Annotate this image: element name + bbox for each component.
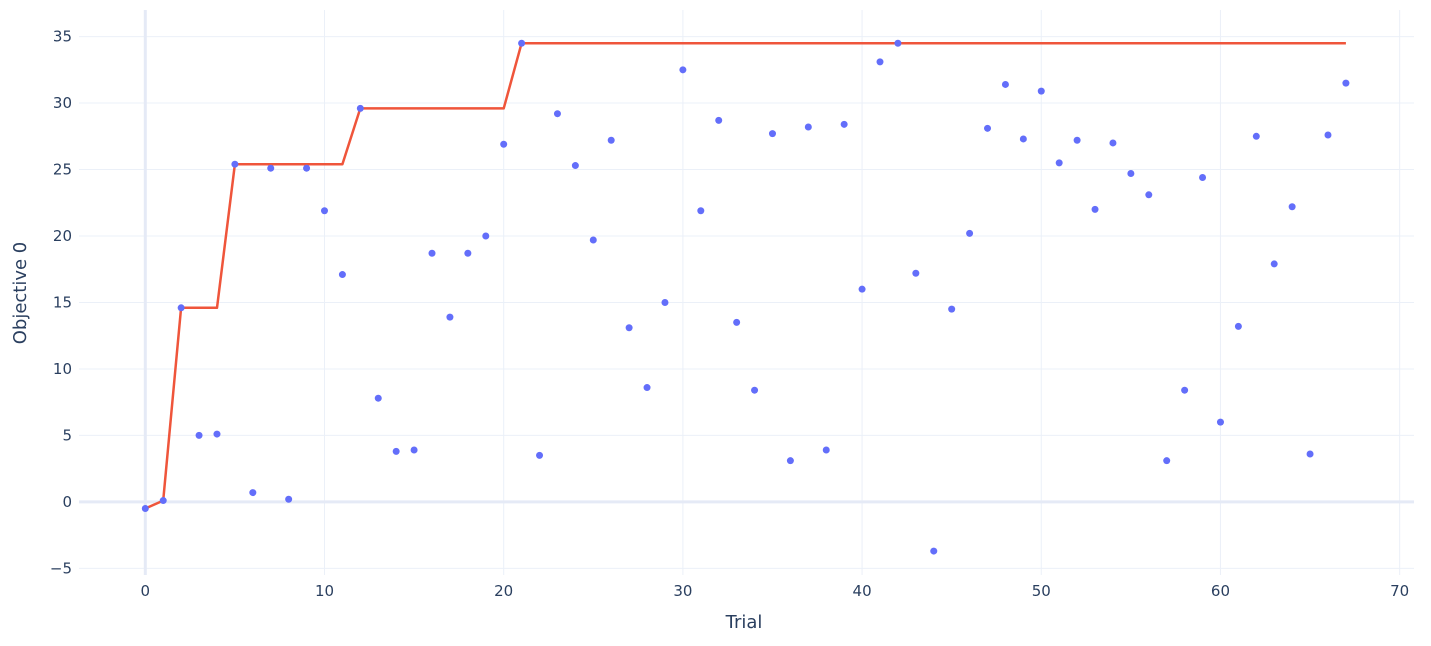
data-point bbox=[303, 164, 311, 172]
data-point bbox=[984, 124, 992, 132]
data-point bbox=[1216, 418, 1224, 426]
data-point bbox=[1181, 386, 1189, 394]
data-point bbox=[1234, 322, 1242, 330]
data-point bbox=[518, 39, 526, 47]
data-point bbox=[356, 104, 364, 112]
data-point bbox=[1324, 131, 1332, 139]
data-point bbox=[231, 160, 239, 168]
data-point bbox=[446, 313, 454, 321]
x-tick-label: 10 bbox=[315, 582, 334, 600]
x-tick-labels: 0 10 20 30 40 50 60 70 bbox=[141, 582, 1410, 600]
data-point bbox=[786, 457, 794, 465]
x-tick-label: 0 bbox=[141, 582, 151, 600]
y-tick-label: 5 bbox=[62, 426, 72, 444]
x-tick-label: 30 bbox=[673, 582, 692, 600]
y-tick-label: 10 bbox=[53, 360, 72, 378]
grid-lines bbox=[79, 10, 1414, 575]
data-point bbox=[966, 229, 974, 237]
x-tick-label: 40 bbox=[853, 582, 872, 600]
data-point bbox=[1288, 203, 1296, 211]
data-point bbox=[679, 66, 687, 74]
data-point bbox=[1073, 136, 1081, 144]
data-point bbox=[195, 431, 203, 439]
data-point bbox=[1163, 457, 1171, 465]
data-point bbox=[625, 324, 633, 332]
data-point bbox=[1145, 191, 1153, 199]
data-point bbox=[840, 120, 848, 128]
data-point bbox=[1127, 170, 1135, 178]
x-axis-title: Trial bbox=[725, 612, 763, 633]
data-point bbox=[428, 249, 436, 257]
data-point bbox=[177, 304, 185, 312]
data-point bbox=[768, 130, 776, 138]
data-point bbox=[571, 162, 579, 170]
data-point bbox=[930, 547, 938, 555]
data-point bbox=[1270, 260, 1278, 268]
data-point bbox=[285, 495, 293, 503]
best-value-line bbox=[144, 41, 1346, 510]
zero-lines bbox=[79, 10, 1414, 575]
data-point bbox=[249, 489, 257, 497]
y-tick-label: 20 bbox=[53, 227, 72, 245]
data-point bbox=[213, 430, 221, 438]
data-point bbox=[733, 318, 741, 326]
objective-value-series bbox=[141, 39, 1350, 555]
y-tick-label: 25 bbox=[53, 161, 72, 179]
data-point bbox=[141, 505, 149, 513]
data-point bbox=[1001, 80, 1009, 88]
data-point bbox=[482, 232, 490, 240]
data-point bbox=[410, 446, 418, 454]
data-point bbox=[392, 447, 400, 455]
y-axis-title: Objective 0 bbox=[10, 242, 31, 345]
y-tick-labels: −5 0 5 10 15 20 25 30 35 bbox=[50, 28, 72, 578]
data-point bbox=[553, 110, 561, 118]
data-point bbox=[643, 384, 651, 392]
data-point bbox=[1306, 450, 1314, 458]
x-tick-label: 20 bbox=[494, 582, 513, 600]
data-point bbox=[1252, 132, 1260, 140]
data-point bbox=[536, 451, 544, 459]
data-point bbox=[876, 58, 884, 66]
x-tick-label: 50 bbox=[1032, 582, 1051, 600]
x-tick-label: 70 bbox=[1390, 582, 1409, 600]
data-point bbox=[267, 164, 275, 172]
data-point bbox=[1342, 79, 1350, 87]
data-point bbox=[374, 394, 382, 402]
data-point bbox=[804, 123, 812, 131]
y-tick-label: 30 bbox=[53, 94, 72, 112]
data-point bbox=[338, 271, 346, 279]
data-point bbox=[589, 236, 597, 244]
data-point bbox=[858, 285, 866, 293]
data-point bbox=[1091, 205, 1099, 213]
data-point bbox=[661, 298, 669, 306]
data-point bbox=[607, 136, 615, 144]
y-tick-label: 15 bbox=[53, 293, 72, 311]
data-point bbox=[500, 140, 508, 148]
data-point bbox=[1055, 159, 1063, 167]
data-point bbox=[1019, 135, 1027, 143]
data-point bbox=[948, 305, 956, 313]
data-point bbox=[464, 249, 472, 257]
data-point bbox=[1109, 139, 1117, 147]
data-point bbox=[1037, 87, 1045, 95]
x-tick-label: 60 bbox=[1211, 582, 1230, 600]
data-point bbox=[912, 269, 920, 277]
data-point bbox=[822, 446, 830, 454]
y-tick-label: −5 bbox=[50, 559, 72, 577]
data-point bbox=[159, 497, 167, 505]
data-point bbox=[1199, 174, 1207, 182]
data-point bbox=[751, 386, 759, 394]
data-point bbox=[697, 207, 705, 215]
best-value-series bbox=[144, 41, 1346, 510]
data-point bbox=[894, 39, 902, 47]
data-point bbox=[715, 116, 723, 124]
data-point bbox=[320, 207, 328, 215]
y-tick-label: 0 bbox=[62, 493, 72, 511]
y-tick-label: 35 bbox=[53, 28, 72, 46]
